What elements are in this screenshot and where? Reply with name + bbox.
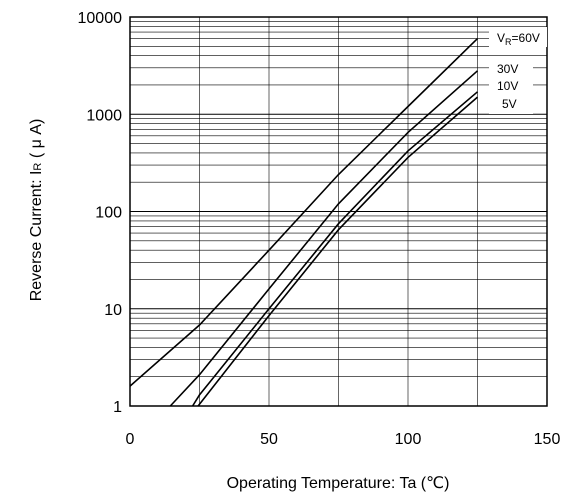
y-tick-label: 10 (104, 302, 122, 319)
series-line-2 (191, 91, 479, 407)
series-line-1 (169, 70, 479, 407)
series-line-0 (129, 38, 479, 387)
x-axis-label: Operating Temperature: Ta (℃) (227, 475, 450, 492)
series-label-5v: 5V (502, 97, 517, 111)
y-axis-label-main: Reverse Current: I (28, 171, 45, 302)
series-lines (129, 38, 479, 407)
y-axis-label-subscript: R (32, 163, 44, 171)
y-axis-label-unit: ( μ A) (28, 119, 45, 163)
y-tick-label: 1 (113, 399, 122, 416)
x-tick-label: 150 (534, 431, 561, 448)
x-tick-label: 0 (126, 431, 135, 448)
series-line-3 (197, 96, 479, 407)
series-label-10v: 10V (497, 79, 518, 93)
x-tick-labels: 0 50 100 150 (126, 431, 561, 448)
series-label-60v-tail: =60V (512, 31, 540, 45)
series-label-background-60v (489, 27, 547, 47)
y-tick-labels: 1 10 100 1000 10000 (78, 10, 123, 416)
x-tick-label: 50 (260, 431, 278, 448)
x-tick-label: 100 (395, 431, 422, 448)
y-tick-label: 100 (95, 205, 122, 222)
series-label-60v-sub: R (505, 37, 512, 47)
series-label-30v: 30V (497, 62, 518, 76)
grid-lines (130, 17, 547, 406)
plot-frame (129, 16, 548, 407)
series-label-60v-main: V (497, 31, 505, 45)
series-label-background-lower (489, 58, 533, 114)
y-axis-label: Reverse Current: IR ( μ A) (28, 119, 45, 302)
series-labels: VR=60V 30V 10V 5V (489, 27, 547, 114)
y-tick-label: 1000 (86, 107, 122, 124)
y-tick-label: 10000 (78, 10, 123, 27)
series-label-60v: VR=60V (497, 31, 540, 47)
